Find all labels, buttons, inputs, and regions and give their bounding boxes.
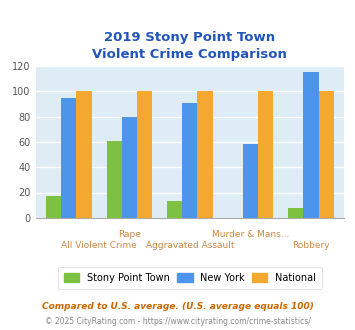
Bar	[243, 145, 258, 218]
Bar	[137, 91, 152, 218]
Bar	[319, 91, 334, 218]
Bar	[197, 91, 213, 218]
Legend: Stony Point Town, New York, National: Stony Point Town, New York, National	[58, 267, 322, 289]
Bar	[167, 201, 182, 218]
Bar	[304, 72, 319, 218]
Bar	[258, 91, 273, 218]
Bar	[288, 208, 304, 218]
Bar	[106, 141, 122, 218]
Text: Murder & Mans...: Murder & Mans...	[212, 230, 289, 240]
Text: Rape: Rape	[118, 230, 141, 240]
Bar	[46, 196, 61, 218]
Text: Aggravated Assault: Aggravated Assault	[146, 241, 234, 249]
Text: Compared to U.S. average. (U.S. average equals 100): Compared to U.S. average. (U.S. average …	[42, 302, 313, 311]
Bar	[76, 91, 92, 218]
Title: 2019 Stony Point Town
Violent Crime Comparison: 2019 Stony Point Town Violent Crime Comp…	[93, 31, 287, 61]
Bar	[122, 116, 137, 218]
Text: All Violent Crime: All Violent Crime	[61, 241, 137, 249]
Bar	[182, 103, 197, 218]
Text: © 2025 CityRating.com - https://www.cityrating.com/crime-statistics/: © 2025 CityRating.com - https://www.city…	[45, 317, 310, 326]
Bar	[61, 98, 76, 218]
Text: Robbery: Robbery	[292, 241, 330, 249]
